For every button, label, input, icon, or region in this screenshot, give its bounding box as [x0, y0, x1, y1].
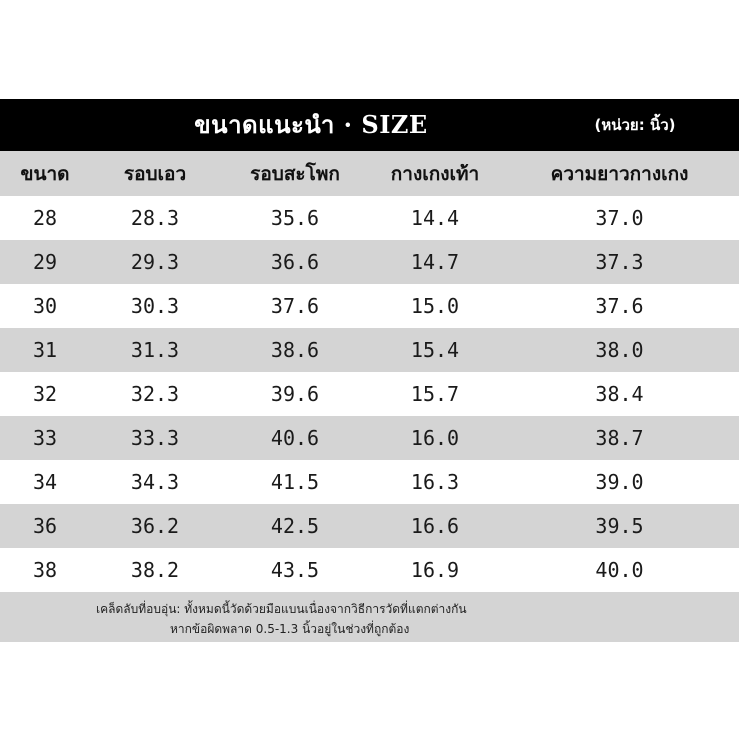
hip-cell: 42.5: [270, 514, 320, 538]
hip-cell: 38.6: [270, 338, 320, 362]
header-size: ขนาด: [20, 162, 70, 185]
length-cell: 39.0: [595, 470, 644, 494]
waist-cell: 29.3: [130, 250, 180, 274]
waist-cell: 34.3: [130, 470, 180, 494]
length-cell: 37.6: [595, 294, 644, 318]
leg-opening-cell: 16.9: [410, 558, 460, 582]
size-cell: 30: [32, 294, 58, 318]
hip-cell: 36.6: [270, 250, 320, 274]
table-row: 29 29.3 36.6 14.7 37.3: [0, 240, 739, 284]
length-cell: 38.4: [595, 382, 644, 406]
size-cell: 34: [32, 470, 58, 494]
leg-opening-cell: 14.7: [410, 250, 460, 274]
size-chart: ขนาดแนะนำ · SIZE (หน่วย: นิ้ว) ขนาด รอบเ…: [0, 99, 739, 642]
length-cell: 37.0: [595, 206, 644, 230]
length-cell: 39.5: [595, 514, 644, 538]
leg-opening-cell: 16.3: [410, 470, 460, 494]
unit-label: (หน่วย: นิ้ว): [594, 116, 676, 134]
header-hip: รอบสะโพก: [250, 162, 340, 185]
waist-cell: 38.2: [130, 558, 180, 582]
leg-opening-cell: 16.6: [410, 514, 460, 538]
waist-cell: 36.2: [130, 514, 180, 538]
leg-opening-cell: 15.4: [410, 338, 460, 362]
waist-cell: 31.3: [130, 338, 180, 362]
table-row: 28 28.3 35.6 14.4 37.0: [0, 196, 739, 240]
size-cell: 36: [32, 514, 58, 538]
length-cell: 38.7: [595, 426, 644, 450]
chart-title: ขนาดแนะนำ · SIZE: [194, 110, 428, 139]
measurement-note: เคล็ดลับที่อบอุ่น: ทั้งหมดนี้วัดด้วยมือแ…: [0, 592, 739, 642]
length-cell: 40.0: [595, 558, 644, 582]
table-row: 33 33.3 40.6 16.0 38.7: [0, 416, 739, 460]
size-cell: 28: [32, 206, 58, 230]
header-waist: รอบเอว: [123, 162, 187, 185]
hip-cell: 43.5: [270, 558, 320, 582]
table-row: 31 31.3 38.6 15.4 38.0: [0, 328, 739, 372]
waist-cell: 33.3: [130, 426, 180, 450]
waist-cell: 32.3: [130, 382, 180, 406]
table-row: 38 38.2 43.5 16.9 40.0: [0, 548, 739, 592]
size-cell: 31: [32, 338, 58, 362]
header-leg-opening: กางเกงเท้า: [390, 162, 480, 185]
title-bar: ขนาดแนะนำ · SIZE (หน่วย: นิ้ว): [0, 99, 739, 151]
length-cell: 37.3: [595, 250, 644, 274]
table-row: 32 32.3 39.6 15.7 38.4: [0, 372, 739, 416]
hip-cell: 41.5: [270, 470, 320, 494]
leg-opening-cell: 15.0: [410, 294, 460, 318]
waist-cell: 30.3: [130, 294, 180, 318]
leg-opening-cell: 15.7: [410, 382, 460, 406]
hip-cell: 35.6: [270, 206, 320, 230]
hip-cell: 40.6: [270, 426, 320, 450]
length-cell: 38.0: [595, 338, 644, 362]
size-cell: 32: [32, 382, 58, 406]
size-cell: 29: [32, 250, 58, 274]
size-cell: 38: [32, 558, 58, 582]
size-cell: 33: [32, 426, 58, 450]
header-length: ความยาวกางเกง: [550, 162, 689, 185]
hip-cell: 39.6: [270, 382, 320, 406]
table-header-row: ขนาด รอบเอว รอบสะโพก กางเกงเท้า ความยาวก…: [0, 151, 739, 196]
note-line-1: เคล็ดลับที่อบอุ่น: ทั้งหมดนี้วัดด้วยมือแ…: [96, 602, 467, 616]
table-row: 30 30.3 37.6 15.0 37.6: [0, 284, 739, 328]
leg-opening-cell: 16.0: [410, 426, 460, 450]
leg-opening-cell: 14.4: [410, 206, 460, 230]
hip-cell: 37.6: [270, 294, 320, 318]
table-row: 36 36.2 42.5 16.6 39.5: [0, 504, 739, 548]
note-line-2: หากข้อผิดพลาด 0.5-1.3 นิ้วอยู่ในช่วงที่ถ…: [170, 622, 410, 636]
table-row: 34 34.3 41.5 16.3 39.0: [0, 460, 739, 504]
waist-cell: 28.3: [130, 206, 180, 230]
